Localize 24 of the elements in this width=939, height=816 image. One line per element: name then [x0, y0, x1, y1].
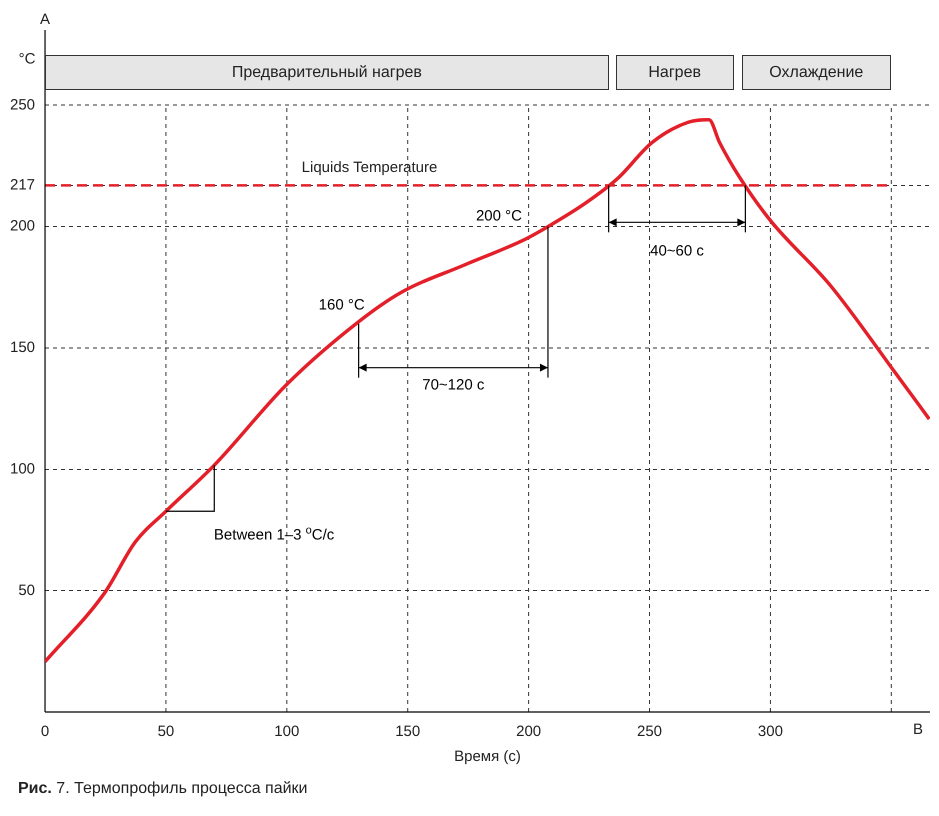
text: A	[40, 11, 50, 28]
text: B	[912, 721, 924, 738]
annotation: 40~60 с	[650, 242, 704, 260]
x-tick-label: 0	[40, 723, 50, 740]
line-series	[45, 118, 930, 664]
annotation: 200 °C	[476, 208, 522, 225]
x-tick-label: 250	[637, 723, 662, 740]
y-tick-label: 150	[10, 339, 36, 356]
x-tick-label: 100	[274, 723, 300, 740]
y-tick-label: 100	[10, 460, 36, 478]
x-axis-title: Время (с)	[454, 748, 521, 766]
ref-line-label: Liquids Temperature	[302, 158, 438, 176]
y-tick-label: 50	[18, 582, 36, 599]
y-tick-label: 250	[10, 96, 36, 114]
y-axis-title: °C	[18, 50, 36, 68]
y-tick-label: 200	[10, 218, 36, 235]
x-tick-label: 50	[158, 723, 174, 740]
annotation: 160 °C	[318, 296, 365, 314]
x-tick-label: 300	[758, 723, 783, 740]
text: Рис. 7. Термопрофиль процесса пайки	[18, 780, 308, 798]
x-tick-label: 200	[516, 723, 542, 740]
x-tick-label: 150	[395, 723, 420, 740]
annotation: 70~120 с	[422, 376, 485, 394]
y-tick-label: 217	[10, 176, 36, 194]
